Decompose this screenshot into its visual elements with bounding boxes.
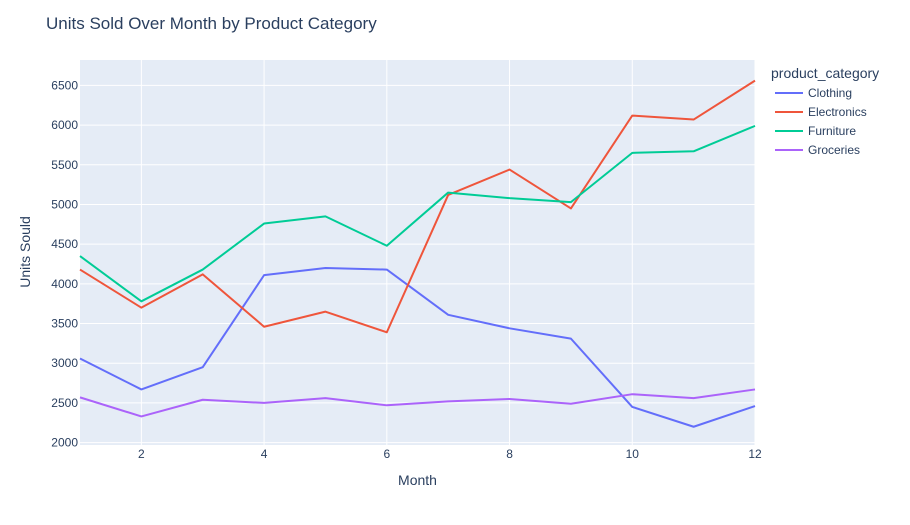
y-tick-label: 5500 — [51, 158, 78, 172]
legend-title: product_category — [771, 65, 879, 81]
series-line-clothing[interactable] — [79, 266, 756, 428]
legend-label: Furniture — [808, 124, 856, 138]
x-tick-label: 4 — [261, 447, 268, 461]
x-tick-label: 12 — [748, 447, 762, 461]
legend-label: Electronics — [808, 105, 867, 119]
series-line-furniture[interactable] — [79, 124, 756, 303]
legend-label: Groceries — [808, 143, 860, 157]
y-tick-label: 2000 — [51, 436, 78, 450]
x-tick-label: 2 — [138, 447, 145, 461]
x-grid — [140, 60, 756, 445]
legend-item-electronics[interactable]: Electronics — [775, 105, 867, 119]
x-tick-label: 10 — [626, 447, 640, 461]
y-tick-label: 4500 — [51, 237, 78, 251]
chart-title: Units Sold Over Month by Product Categor… — [46, 14, 377, 33]
y-tick-labels: 2000 2500 3000 3500 4000 4500 5000 5500 6000 6500 — [51, 78, 78, 449]
series-line-electronics[interactable] — [79, 79, 756, 334]
y-tick-label: 3500 — [51, 317, 78, 331]
y-tick-label: 2500 — [51, 396, 78, 410]
y-axis-title: Units Sould — [17, 216, 33, 288]
y-tick-label: 6000 — [51, 118, 78, 132]
y-tick-label: 4000 — [51, 277, 78, 291]
legend[interactable]: product_category Clothing Electronics Furn… — [771, 65, 879, 157]
legend-label: Clothing — [808, 86, 852, 100]
x-tick-labels: 2 4 6 8 10 12 — [138, 447, 762, 461]
series-line-groceries[interactable] — [79, 388, 756, 418]
x-tick-label: 6 — [383, 447, 390, 461]
x-axis-title: Month — [398, 472, 437, 488]
y-tick-label: 3000 — [51, 356, 78, 370]
legend-item-groceries[interactable]: Groceries — [775, 143, 860, 157]
x-tick-label: 8 — [506, 447, 513, 461]
series-lines — [79, 79, 756, 428]
plot-background — [80, 60, 755, 445]
y-tick-label: 5000 — [51, 197, 78, 211]
y-tick-label: 6500 — [51, 78, 78, 92]
legend-item-clothing[interactable]: Clothing — [775, 86, 852, 100]
legend-item-furniture[interactable]: Furniture — [775, 124, 856, 138]
